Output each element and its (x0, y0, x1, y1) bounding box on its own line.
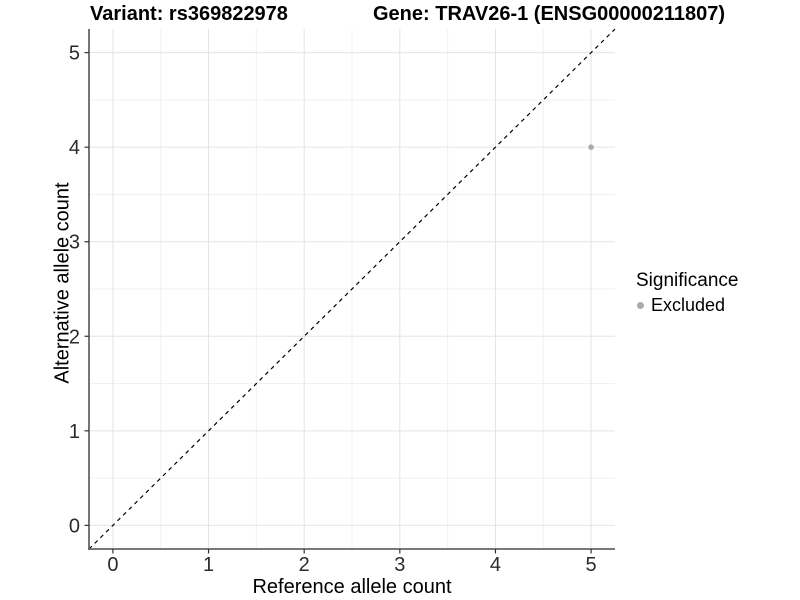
legend-item-excluded: Excluded (636, 295, 738, 316)
legend-item-label: Excluded (651, 295, 726, 315)
y-axis-title: Alternative allele count (51, 182, 74, 384)
y-tick-label: 4 (69, 137, 80, 159)
plot-title-variant: Variant: rs369822978 (90, 3, 288, 25)
data-point (588, 144, 594, 150)
y-tick-label: 0 (69, 515, 80, 537)
y-tick-label: 3 (69, 232, 80, 254)
x-tick-label: 1 (203, 554, 214, 576)
x-axis-title: Reference allele count (252, 576, 452, 598)
x-tick-label: 4 (490, 554, 501, 576)
x-tick-label: 3 (394, 554, 405, 576)
y-tick-label: 5 (69, 43, 80, 65)
identity-dashed-line (88, 28, 616, 550)
x-tick-label: 2 (299, 554, 310, 576)
x-tick-label: 0 (107, 554, 118, 576)
legend: Significance Excluded (636, 270, 738, 316)
legend-key-dot-icon (637, 302, 644, 309)
y-tick-label: 1 (69, 421, 80, 443)
plot-title-gene: Gene: TRAV26-1 (ENSG00000211807) (373, 3, 726, 25)
y-tick-label: 2 (69, 326, 80, 348)
legend-title: Significance (636, 270, 739, 291)
x-tick-label: 5 (586, 554, 597, 576)
